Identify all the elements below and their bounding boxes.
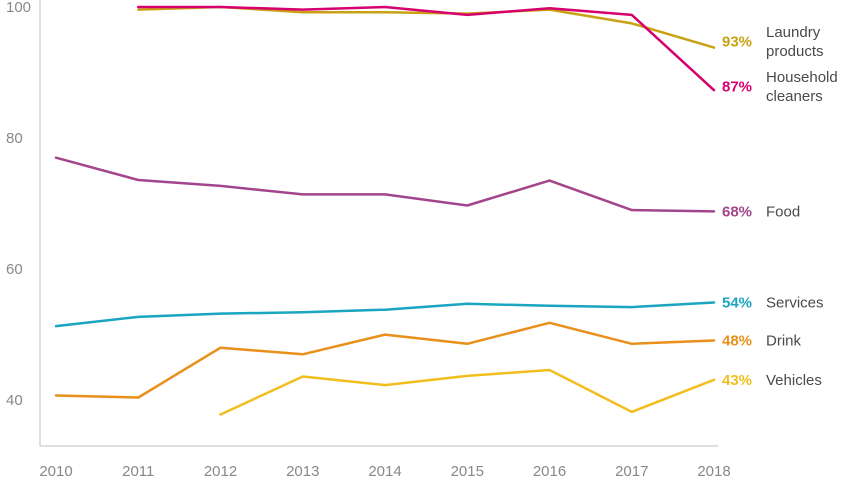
series-name-line: cleaners bbox=[766, 88, 823, 105]
series-name-line: products bbox=[766, 43, 824, 60]
x-tick-label: 2018 bbox=[697, 463, 730, 480]
series-line-services bbox=[54, 301, 716, 328]
series-name-line: Vehicles bbox=[766, 372, 822, 389]
series-line-drink bbox=[54, 321, 716, 399]
y-tick-label: 100 bbox=[6, 0, 31, 16]
series-name-label-services: Services bbox=[766, 295, 824, 312]
x-tick-label: 2012 bbox=[204, 463, 237, 480]
series-name-line: Services bbox=[766, 295, 824, 312]
series-value-label-laundry-products: 93% bbox=[722, 34, 752, 51]
series-name-line: Laundry bbox=[766, 24, 821, 41]
y-axis-ticks: 40 60 80 100 bbox=[6, 0, 31, 409]
x-tick-label: 2016 bbox=[533, 463, 566, 480]
series-value-label-household-cleaners: 87% bbox=[722, 79, 752, 96]
x-axis-ticks: 2010 2011 2012 2013 2014 2015 2016 2017 2018 bbox=[39, 463, 730, 480]
series-value-label-services: 54% bbox=[722, 295, 752, 312]
x-tick-label: 2015 bbox=[451, 463, 484, 480]
series-name-label-vehicles: Vehicles bbox=[766, 372, 822, 389]
series-line-laundry-products bbox=[137, 5, 716, 49]
x-tick-label: 2010 bbox=[39, 463, 72, 480]
x-tick-label: 2014 bbox=[368, 463, 401, 480]
series-name-line: Drink bbox=[766, 333, 802, 350]
axes bbox=[39, 0, 718, 447]
series-name-label-drink: Drink bbox=[766, 333, 802, 350]
series-end-labels: 93% Laundry products 87% Household cleaners 68… bbox=[722, 24, 838, 389]
series-name-line: Household bbox=[766, 69, 838, 86]
y-tick-label: 80 bbox=[6, 130, 23, 147]
x-tick-label: 2017 bbox=[615, 463, 648, 480]
series-value-label-drink: 48% bbox=[722, 333, 752, 350]
y-tick-label: 60 bbox=[6, 261, 23, 278]
y-tick-label: 40 bbox=[6, 392, 23, 409]
series-line-vehicles bbox=[219, 368, 716, 416]
series-name-label-household-cleaners: Household cleaners bbox=[766, 69, 838, 105]
x-tick-label: 2013 bbox=[286, 463, 319, 480]
series-lines bbox=[54, 5, 716, 416]
series-name-label-food: Food bbox=[766, 203, 800, 220]
series-value-label-vehicles: 43% bbox=[722, 372, 752, 389]
series-name-line: Food bbox=[766, 203, 800, 220]
series-value-label-food: 68% bbox=[722, 203, 752, 220]
series-line-food bbox=[54, 156, 716, 213]
series-name-label-laundry-products: Laundry products bbox=[766, 24, 824, 60]
x-tick-label: 2011 bbox=[122, 463, 154, 480]
series-line-household-cleaners bbox=[137, 5, 716, 92]
